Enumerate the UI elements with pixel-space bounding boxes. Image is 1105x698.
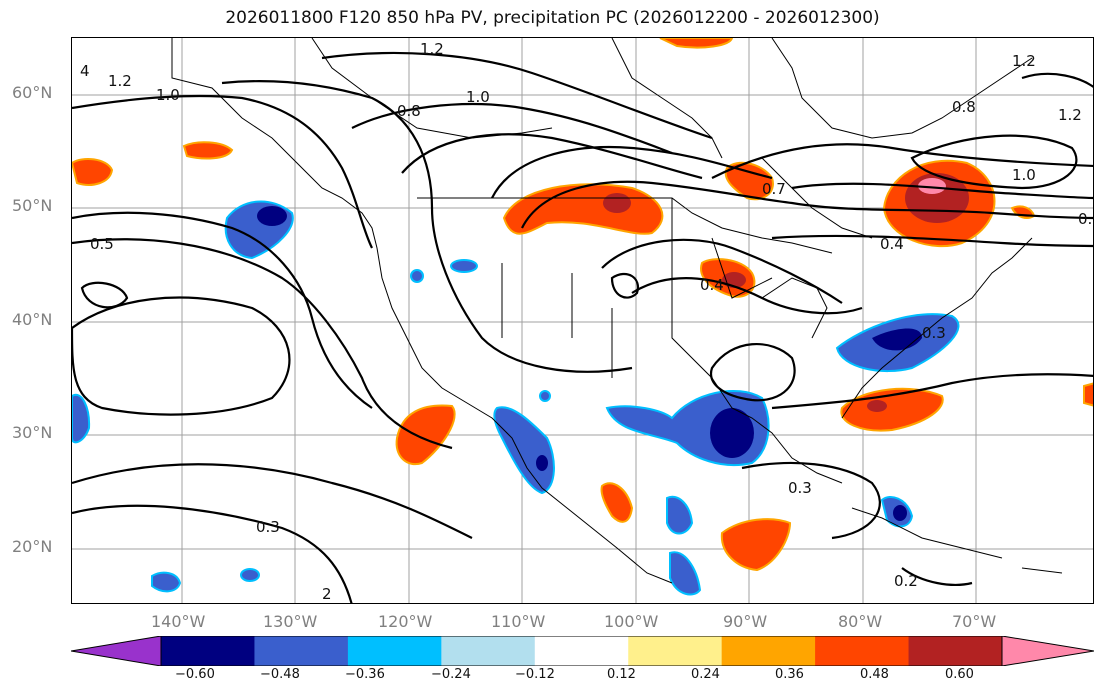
contour-label: 0.8 xyxy=(397,102,421,120)
lon-label-100w: 100°W xyxy=(604,612,659,631)
contour-label: 0.3 xyxy=(256,518,280,536)
contour-label: 4 xyxy=(80,62,90,80)
lat-label-60n: 60°N xyxy=(12,83,53,102)
contour-label: 1.0 xyxy=(466,88,490,106)
lon-label-120w: 120°W xyxy=(378,612,433,631)
colorbar-cell xyxy=(441,636,536,666)
colorbar-tick: −0.60 xyxy=(175,667,215,682)
colorbar-tick: 0.48 xyxy=(860,667,889,682)
lat-label-40n: 40°N xyxy=(12,310,53,329)
contour-label: 0.4 xyxy=(700,276,724,294)
colorbar-cell xyxy=(628,636,723,666)
colorbar-tick: 0.36 xyxy=(775,667,804,682)
contour-label: 1.2 xyxy=(108,72,132,90)
contour-label: 1.0 xyxy=(1012,166,1036,184)
lat-label-20n: 20°N xyxy=(12,537,53,556)
contour-label: 0.4 xyxy=(880,235,904,253)
colorbar-tick: 0.60 xyxy=(945,667,974,682)
colorbar-cells xyxy=(161,636,1003,666)
contour-label: 1.2 xyxy=(420,40,444,58)
colorbar-tick: −0.24 xyxy=(431,667,471,682)
colorbar-max-arrow xyxy=(1001,636,1094,666)
contour-label: 1.2 xyxy=(1058,106,1082,124)
lat-label-30n: 30°N xyxy=(12,423,53,442)
map-plot-area: 1.2 4 1.2 1.0 0.8 1.0 0.5 0.7 0.4 0.4 0.… xyxy=(71,37,1094,604)
colorbar-cell xyxy=(161,636,255,666)
contour-label: 0. xyxy=(1078,210,1092,228)
colorbar-cell xyxy=(534,636,629,666)
lon-label-130w: 130°W xyxy=(263,612,318,631)
colorbar-tick: −0.48 xyxy=(260,667,300,682)
colorbar-tick: 0.12 xyxy=(607,667,636,682)
contour-label: 2 xyxy=(322,585,332,603)
precip-negative-areas xyxy=(72,200,960,596)
colorbar-cell xyxy=(347,636,442,666)
colorbar-frame xyxy=(160,636,1003,666)
lon-label-110w: 110°W xyxy=(491,612,546,631)
colorbar-cell xyxy=(908,636,1003,666)
lon-label-80w: 80°W xyxy=(838,612,883,631)
lon-label-70w: 70°W xyxy=(952,612,997,631)
colorbar xyxy=(71,636,1094,666)
pv-contours xyxy=(72,51,1093,603)
lon-label-140w: 140°W xyxy=(151,612,206,631)
contour-label: 0.7 xyxy=(762,180,786,198)
colorbar-cell xyxy=(721,636,816,666)
colorbar-tick: −0.12 xyxy=(515,667,555,682)
colorbar-cell xyxy=(254,636,349,666)
contour-label: 1.0 xyxy=(156,86,180,104)
contour-labels: 1.2 4 1.2 1.0 0.8 1.0 0.5 0.7 0.4 0.4 0.… xyxy=(80,40,1092,603)
lat-label-50n: 50°N xyxy=(12,196,53,215)
contour-label: 1.2 xyxy=(1012,52,1036,70)
contour-label: 0.5 xyxy=(90,235,114,253)
contour-label: 0.3 xyxy=(922,324,946,342)
coastlines-and-borders xyxy=(171,38,1063,584)
colorbar-cell xyxy=(815,636,910,666)
colorbar-tick: 0.24 xyxy=(691,667,720,682)
precip-positive-areas xyxy=(72,38,1093,572)
colorbar-min-arrow xyxy=(71,636,162,666)
contour-label: 0.3 xyxy=(788,479,812,497)
lon-label-90w: 90°W xyxy=(723,612,768,631)
colorbar-tick: −0.36 xyxy=(345,667,385,682)
contour-label: 0.8 xyxy=(952,98,976,116)
contour-label: 0.2 xyxy=(894,572,918,590)
map-title: 2026011800 F120 850 hPa PV, precipitatio… xyxy=(225,8,880,28)
